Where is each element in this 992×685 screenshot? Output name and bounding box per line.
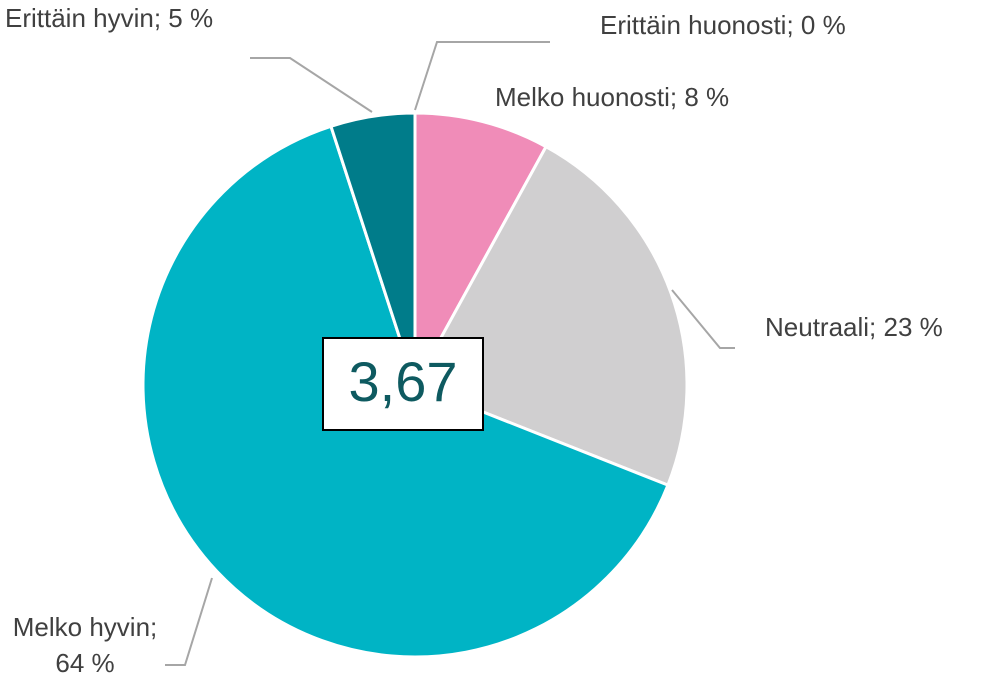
pie-slice: [413, 111, 549, 386]
data-label: Neutraali; 23 %: [765, 312, 943, 342]
data-label: Erittäin hyvin; 5 %: [5, 3, 214, 33]
pie-slice: [329, 111, 417, 386]
leader-line: [671, 289, 735, 349]
data-label: Melko huonosti; 8 %: [495, 82, 730, 112]
leader-line: [165, 577, 213, 666]
leader-line: [414, 41, 550, 111]
data-label: Erittäin huonosti; 0 %: [600, 10, 846, 40]
annotation: 3,67: [349, 350, 458, 413]
annotation-box: [322, 337, 484, 431]
data-label: Melko hyvin; 64 %: [12, 612, 158, 678]
leader-line: [250, 57, 373, 113]
